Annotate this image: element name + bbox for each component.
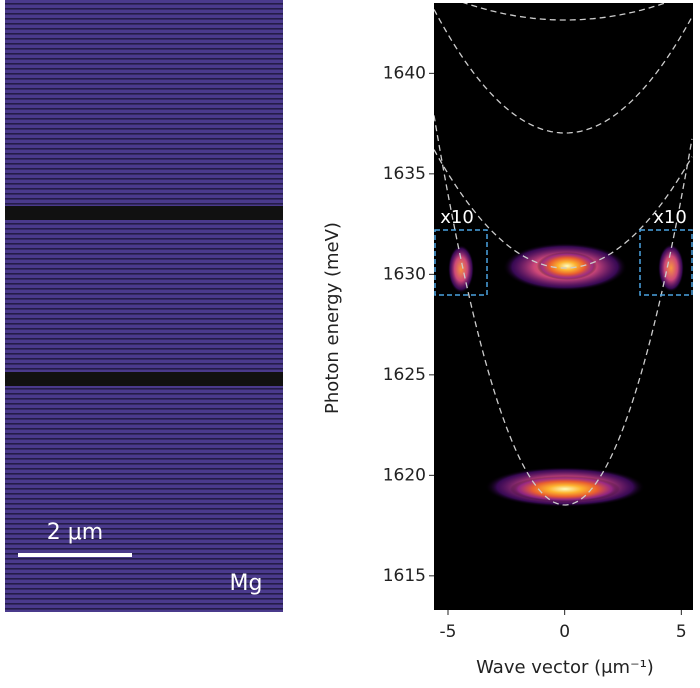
dispersion-curve — [462, 3, 668, 21]
emission-blob — [658, 244, 684, 292]
x-axis-label: Wave vector (μm⁻¹) — [476, 657, 654, 678]
y-tick-label: 1620 — [383, 465, 426, 485]
y-tick-label: 1640 — [383, 63, 426, 83]
panel-label: Mg — [230, 571, 263, 596]
annotation: x10 — [440, 207, 474, 228]
x-tick-label: 5 — [676, 622, 687, 642]
plot-area — [434, 3, 693, 610]
dark-band — [5, 206, 283, 220]
emission-blob — [537, 252, 597, 280]
x-tick-label: 0 — [559, 622, 570, 642]
dispersion-curve — [434, 9, 693, 134]
dispersion-curve — [434, 115, 693, 506]
zoom-box — [434, 229, 488, 296]
emission-blob — [510, 476, 620, 502]
chart: x10 x10 Wave vector (μm⁻¹) Photon energy… — [322, 3, 693, 678]
scale-bar-label: 2 μm — [47, 520, 103, 545]
dark-band — [5, 372, 283, 386]
y-axis-label: Photon energy (meV) — [322, 222, 343, 414]
y-tick-label: 1625 — [383, 365, 426, 385]
micrograph: 2 μm Mg — [5, 0, 283, 612]
emission-map — [434, 3, 693, 507]
x-tick-label: -5 — [440, 622, 457, 642]
dispersion-curves — [434, 3, 693, 506]
y-tick-label: 1630 — [383, 264, 426, 284]
micrograph-image — [5, 0, 283, 612]
y-tick-label: 1635 — [383, 164, 426, 184]
emission-blob — [448, 245, 474, 293]
y-tick-label: 1615 — [383, 566, 426, 586]
annotation: x10 — [653, 207, 687, 228]
zoom-box — [639, 229, 693, 296]
dispersion-curve — [434, 149, 693, 269]
